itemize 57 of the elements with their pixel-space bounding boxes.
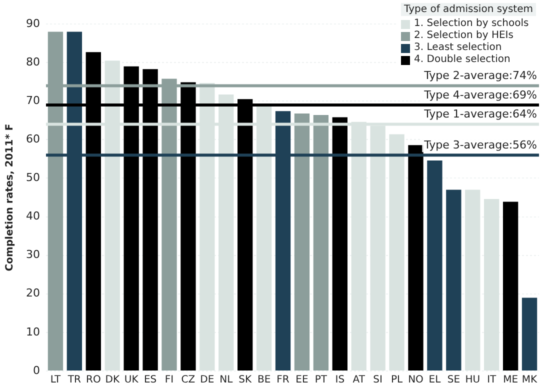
bar [294,113,310,370]
x-tick-label: NL [220,374,234,386]
y-tick-label: 10 [26,325,40,338]
legend-label: 4. Double selection [414,54,510,66]
bar [522,298,538,370]
x-tick-label: IT [487,374,498,386]
ref-line-label: Type 2-average:74% [423,69,537,82]
x-tick-label: NO [408,374,424,386]
y-tick-label: 20 [26,286,40,300]
legend-label: 1. Selection by schools [414,18,529,30]
bar [408,145,424,370]
x-tick-label: MK [522,374,538,386]
ref-line-label: Type 4-average:69% [423,88,537,102]
x-tick-label: IS [335,374,345,386]
x-tick-label: UK [124,374,139,386]
y-tick-label: 80 [26,55,40,68]
x-tick-label: EE [296,374,308,386]
ref-line-label: Type 3-average:56% [423,138,537,152]
y-tick-label: 50 [26,171,40,184]
y-tick-label: 70 [26,94,40,107]
x-tick-label: FI [164,374,174,386]
bar [427,160,442,370]
y-tick-label: 40 [26,210,40,223]
x-tick-label: ES [144,374,157,386]
x-tick-label: SK [238,374,252,386]
x-tick-label: EL [428,374,442,386]
legend-label: 3. Least selection [414,42,502,54]
y-tick-label: 60 [26,132,40,146]
bar [313,114,329,370]
bar [465,190,480,370]
legend-label: 2. Selection by HEIs [414,30,514,42]
x-tick-label: BE [257,374,271,386]
bar [446,190,462,370]
x-tick-label: ME [503,374,518,386]
x-tick-label: AT [352,374,366,386]
x-tick-label: TR [66,374,82,386]
x-tick-label: HU [465,374,480,386]
x-tick-label: PL [390,374,404,386]
y-tick-label: 30 [26,248,40,262]
bar [484,199,500,370]
x-tick-label: SE [447,374,460,386]
y-tick-label: 90 [26,16,40,30]
bar [332,117,348,370]
y-tick-label: 0 [32,364,40,377]
x-tick-label: DE [200,374,214,386]
y-axis-title: Completion rates, 2011* F [4,124,16,272]
x-tick-label: FR [276,374,290,386]
x-tick-label: CZ [181,374,196,386]
bar [502,202,518,370]
x-tick-label: SI [373,374,382,386]
x-tick-label: PT [314,374,328,386]
ref-line-label: Type 1-average:64% [423,108,537,121]
x-tick-label: RO [86,374,101,386]
bar [389,134,404,370]
x-tick-label: LT [50,374,62,386]
x-tick-label: DK [105,374,120,386]
legend-title: Type of admission system [401,3,536,16]
